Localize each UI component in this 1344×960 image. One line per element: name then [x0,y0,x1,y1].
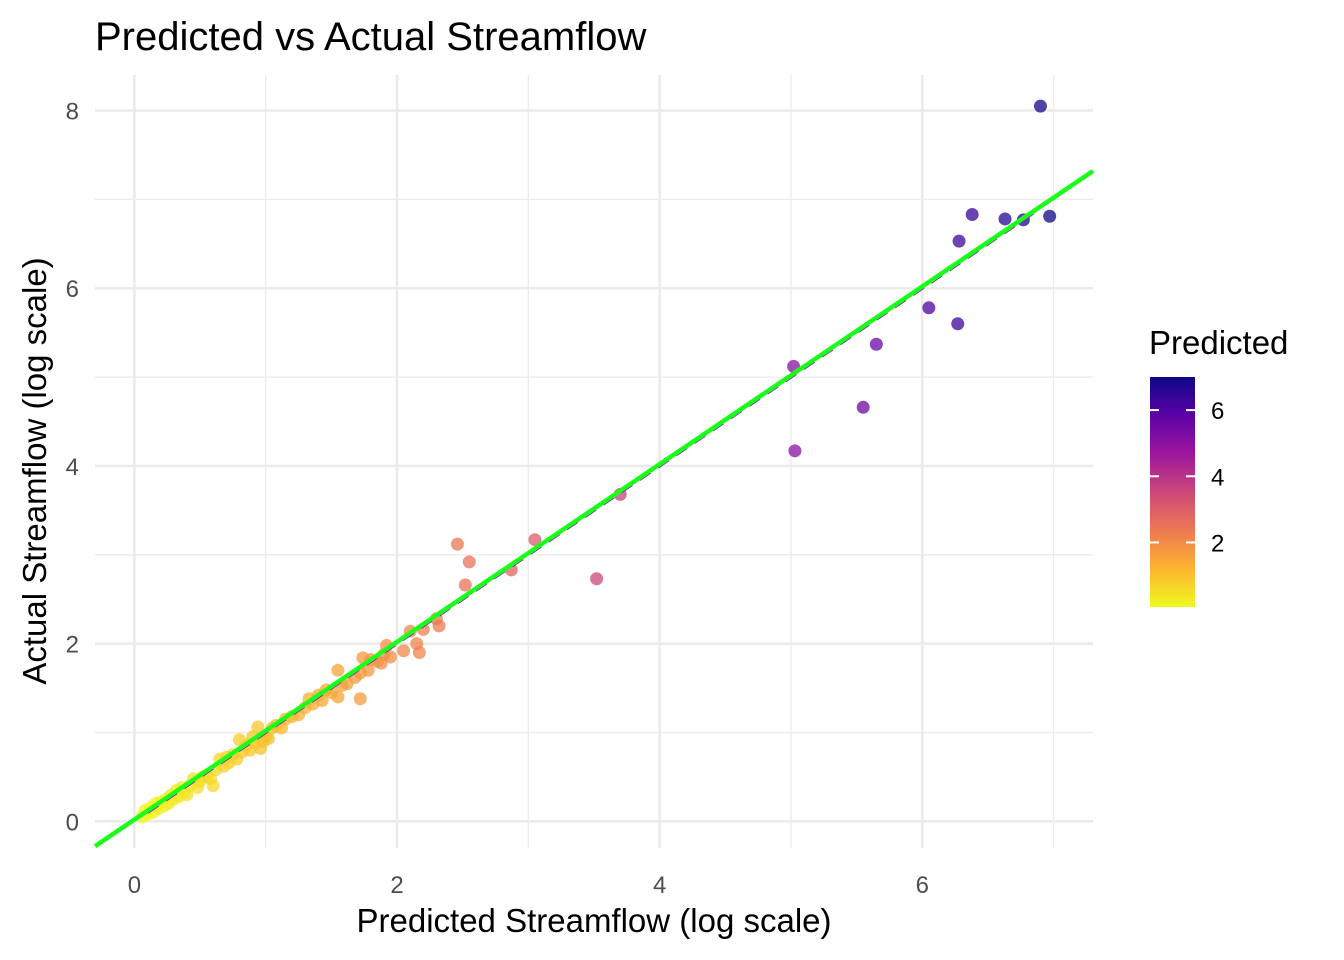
data-point [1043,209,1057,223]
data-point [261,732,275,746]
data-point [528,533,542,547]
data-point [361,663,375,677]
legend-title: Predicted [1149,324,1288,361]
lines [93,169,1095,849]
y-tick-label: 2 [66,632,79,659]
legend-ticks: 2 4 6 [1150,398,1224,557]
legend-tick-label: 2 [1211,530,1224,557]
data-point [412,646,426,660]
tick-labels: 0 2 4 6 0 2 4 6 8 [66,99,929,899]
x-tick-label: 6 [916,872,929,899]
x-axis-title: Predicted Streamflow (log scale) [356,902,831,939]
data-point [206,779,220,793]
color-legend: Predicted 2 4 6 [1149,324,1288,607]
data-point [951,317,965,331]
data-point [998,212,1012,226]
x-tick-label: 0 [128,872,141,899]
x-tick-label: 4 [653,872,666,899]
data-point [458,578,472,592]
data-point [788,444,802,458]
y-tick-label: 0 [66,809,79,836]
data-point [383,650,397,664]
y-tick-label: 4 [66,454,79,481]
data-point [462,555,476,569]
data-point [331,690,345,704]
data-point [251,720,265,734]
legend-colorbar [1150,377,1195,607]
data-point [450,537,464,551]
x-tick-label: 2 [390,872,403,899]
grid [95,75,1093,848]
y-tick-label: 6 [66,276,79,303]
legend-tick-label: 6 [1211,398,1224,425]
data-point [331,663,345,677]
legend-tick-label: 4 [1211,464,1224,491]
data-point [353,692,367,706]
data-points [135,99,1057,824]
chart-title: Predicted vs Actual Streamflow [95,15,646,59]
data-point [952,234,966,248]
data-point [397,644,411,658]
data-point [922,301,936,315]
data-point [869,337,883,351]
data-point [432,619,446,633]
data-point [1033,99,1047,113]
data-point [856,400,870,414]
data-point [374,656,388,670]
data-point [965,207,979,221]
data-point [590,572,604,586]
y-axis-title: Actual Streamflow (log scale) [16,257,53,684]
y-tick-label: 8 [66,99,79,126]
fit-line [93,169,1095,849]
